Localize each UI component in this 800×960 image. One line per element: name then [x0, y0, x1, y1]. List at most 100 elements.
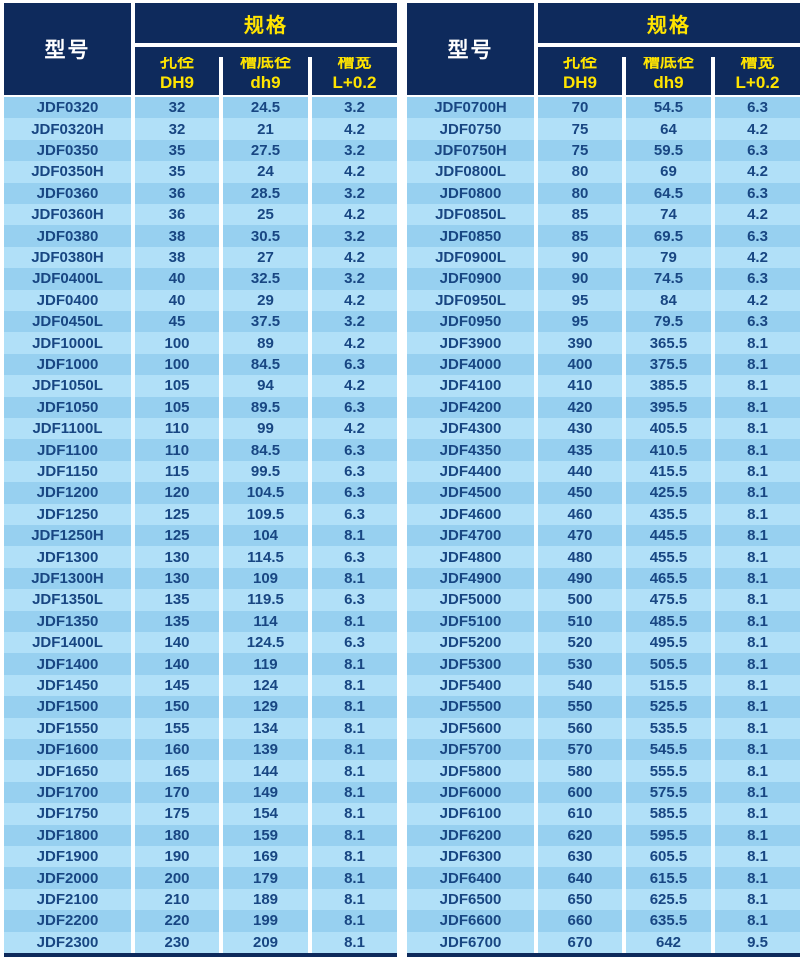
table-row: JDF4000 400 375.5 8.1	[407, 353, 800, 376]
table-row: JDF1250 125 109.5 6.3	[4, 503, 397, 525]
table-row: JDF1450 145 124 8.1	[4, 674, 397, 697]
model-cell: JDF0850	[407, 225, 534, 247]
value-cell: 580	[538, 760, 622, 782]
table-row: JDF0900L 90 79 4.2	[407, 246, 800, 269]
model-cell: JDF0900	[407, 268, 534, 290]
model-cell: JDF6700	[407, 931, 534, 953]
table-row: JDF1000L 100 89 4.2	[4, 332, 397, 354]
value-cell: 105	[135, 375, 219, 397]
value-cell: 4.2	[715, 246, 800, 269]
value-cell: 145	[135, 674, 219, 697]
value-cell: 660	[538, 910, 622, 932]
model-cell: JDF4300	[407, 417, 534, 440]
table-row: JDF1600 160 139 8.1	[4, 738, 397, 761]
value-cell: 84.5	[223, 439, 308, 461]
value-cell: 8.1	[715, 717, 800, 739]
value-cell: 8.1	[715, 482, 800, 504]
value-cell: 3.2	[312, 268, 397, 290]
value-cell: 104.5	[223, 482, 308, 504]
value-cell: 6.3	[312, 460, 397, 483]
model-cell: JDF1450	[4, 674, 131, 697]
model-cell: JDF0750	[407, 118, 534, 140]
value-cell: 89.5	[223, 396, 308, 418]
model-cell: JDF1050	[4, 396, 131, 418]
table-row: JDF6600 660 635.5 8.1	[407, 910, 800, 932]
model-cell: JDF5600	[407, 717, 534, 739]
model-cell: JDF1300	[4, 546, 131, 568]
value-cell: 79.5	[626, 310, 711, 333]
table-row: JDF1200 120 104.5 6.3	[4, 482, 397, 504]
value-cell: 8.1	[715, 674, 800, 697]
table-row: JDF0800L 80 69 4.2	[407, 161, 800, 183]
model-cell: JDF4600	[407, 503, 534, 525]
table-row: JDF5000 500 475.5 8.1	[407, 589, 800, 611]
model-cell: JDF0700H	[407, 97, 534, 119]
value-cell: 435	[538, 439, 622, 461]
table-row: JDF0850 85 69.5 6.3	[407, 225, 800, 247]
value-cell: 465.5	[626, 567, 711, 590]
value-cell: 70	[538, 97, 622, 119]
subheader-groove-width: 槽宽 L+0.2	[312, 47, 397, 95]
value-cell: 40	[135, 268, 219, 290]
model-cell: JDF2200	[4, 910, 131, 932]
value-cell: 8.1	[715, 910, 800, 932]
value-cell: 4.2	[312, 203, 397, 226]
value-cell: 495.5	[626, 631, 711, 654]
value-cell: 525.5	[626, 696, 711, 718]
value-cell: 410	[538, 375, 622, 397]
value-cell: 510	[538, 610, 622, 632]
value-cell: 149	[223, 781, 308, 804]
value-cell: 8.1	[715, 524, 800, 547]
value-cell: 545.5	[626, 738, 711, 761]
table-row: JDF6300 630 605.5 8.1	[407, 845, 800, 868]
value-cell: 600	[538, 781, 622, 804]
model-cell: JDF1700	[4, 781, 131, 804]
model-cell: JDF4350	[407, 439, 534, 461]
table-row: JDF1800 180 159 8.1	[4, 824, 397, 846]
value-cell: 595.5	[626, 824, 711, 846]
value-cell: 105	[135, 396, 219, 418]
value-cell: 80	[538, 161, 622, 183]
table-row: JDF0450L 45 37.5 3.2	[4, 310, 397, 333]
table-row: JDF0350 35 27.5 3.2	[4, 139, 397, 162]
value-cell: 8.1	[715, 653, 800, 675]
table-row: JDF3900 390 365.5 8.1	[407, 332, 800, 354]
value-cell: 425.5	[626, 482, 711, 504]
table-row: JDF5500 550 525.5 8.1	[407, 696, 800, 718]
table-row: JDF4900 490 465.5 8.1	[407, 567, 800, 590]
model-cell: JDF1800	[4, 824, 131, 846]
model-cell: JDF1000	[4, 353, 131, 376]
table-header: 型号 规格 孔径 DH9 槽底径 dh9 槽宽 L+0.2	[4, 3, 397, 95]
value-cell: 8.1	[312, 760, 397, 782]
value-cell: 3.2	[312, 182, 397, 204]
value-cell: 89	[223, 332, 308, 354]
table-row: JDF2100 210 189 8.1	[4, 888, 397, 911]
value-cell: 8.1	[312, 717, 397, 739]
table-row: JDF1900 190 169 8.1	[4, 845, 397, 868]
value-cell: 110	[135, 417, 219, 440]
value-cell: 200	[135, 867, 219, 889]
value-cell: 8.1	[312, 738, 397, 761]
value-cell: 555.5	[626, 760, 711, 782]
value-cell: 8.1	[312, 910, 397, 932]
value-cell: 470	[538, 524, 622, 547]
model-cell: JDF2000	[4, 867, 131, 889]
value-cell: 4.2	[715, 203, 800, 226]
value-cell: 6.3	[312, 503, 397, 525]
table-row: JDF6400 640 615.5 8.1	[407, 867, 800, 889]
value-cell: 69.5	[626, 225, 711, 247]
value-cell: 109.5	[223, 503, 308, 525]
value-cell: 500	[538, 589, 622, 611]
table-row: JDF4700 470 445.5 8.1	[407, 524, 800, 547]
value-cell: 405.5	[626, 417, 711, 440]
value-cell: 445.5	[626, 524, 711, 547]
model-cell: JDF5400	[407, 674, 534, 697]
value-cell: 4.2	[715, 118, 800, 140]
spec-header-group: 规格 孔径 DH9 槽底径 dh9 槽宽 L+0.2	[538, 3, 800, 95]
value-cell: 175	[135, 803, 219, 825]
table-row: JDF4800 480 455.5 8.1	[407, 546, 800, 568]
value-cell: 3.2	[312, 225, 397, 247]
model-cell: JDF2100	[4, 888, 131, 911]
subheader-groove-bottom-diameter: 槽底径 dh9	[626, 47, 711, 95]
value-cell: 6.3	[312, 482, 397, 504]
